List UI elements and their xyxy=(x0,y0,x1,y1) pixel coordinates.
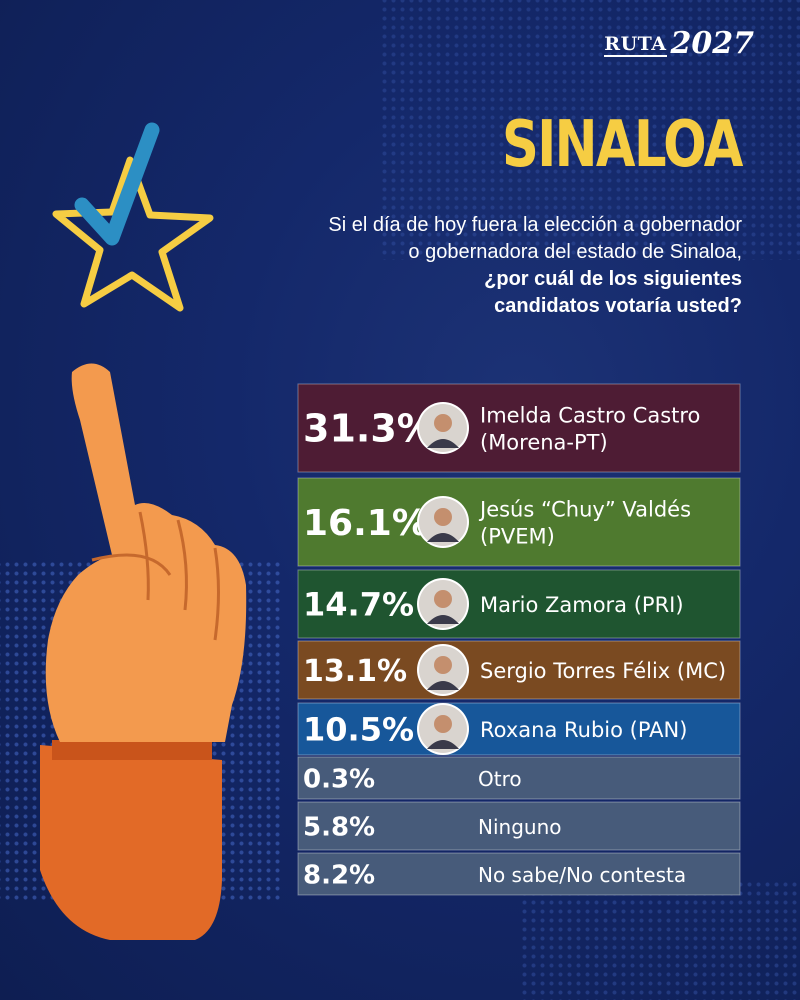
result-row: 0.3% Otro xyxy=(297,756,741,800)
logo-year: 2027 xyxy=(670,26,755,61)
candidate-label: (PVEM) xyxy=(480,525,555,549)
star-check-icon xyxy=(52,122,214,312)
avatar-shoulders xyxy=(427,615,459,624)
result-row: 14.7% Mario Zamora (PRI) xyxy=(297,569,741,639)
candidate-label: Mario Zamora (PRI) xyxy=(480,593,684,617)
ruta-2027-logo: RUTA 2027 xyxy=(604,26,755,61)
candidate-label: Sergio Torres Félix (MC) xyxy=(480,659,726,683)
percent-label: 10.5% xyxy=(303,711,414,749)
candidate-label: Imelda Castro Castro xyxy=(480,404,700,428)
candidate-label: No sabe/No contesta xyxy=(478,863,686,887)
candidate-label: (Morena-PT) xyxy=(480,431,608,455)
percent-label: 16.1% xyxy=(303,503,428,544)
percent-label: 31.3% xyxy=(303,407,435,451)
percent-label: 8.2% xyxy=(303,860,375,890)
avatar-shoulders xyxy=(427,533,459,542)
percent-label: 14.7% xyxy=(303,586,414,624)
result-row: 31.3% Imelda Castro Castro (Morena-PT) xyxy=(297,383,741,473)
row-background xyxy=(297,702,741,756)
candidate-label: Roxana Rubio (PAN) xyxy=(480,718,687,742)
candidate-label: Otro xyxy=(478,767,522,791)
candidate-label: Ninguno xyxy=(478,815,561,839)
question-line-1: Si el día de hoy fuera la elección a gob… xyxy=(328,214,742,236)
survey-question: Si el día de hoy fuera la elección a gob… xyxy=(222,212,742,320)
avatar-shoulders xyxy=(427,740,459,749)
percent-label: 13.1% xyxy=(303,654,407,689)
avatar-head xyxy=(434,508,452,526)
result-row: 13.1% Sergio Torres Félix (MC) xyxy=(297,640,741,700)
row-background xyxy=(297,756,741,800)
question-line-3: ¿por cuál de los siguientes xyxy=(484,268,742,290)
logo-word: RUTA xyxy=(604,33,667,57)
pointing-hand-icon xyxy=(40,363,247,940)
avatar-head xyxy=(434,590,452,608)
row-background xyxy=(297,852,741,896)
avatar-head xyxy=(434,656,452,674)
percent-label: 0.3% xyxy=(303,764,375,794)
percent-label: 5.8% xyxy=(303,812,375,842)
avatar-head xyxy=(434,715,452,733)
row-background xyxy=(297,477,741,567)
avatar-shoulders xyxy=(427,439,459,448)
row-background xyxy=(297,801,741,851)
candidate-label: Jesús “Chuy” Valdés xyxy=(478,498,691,522)
result-row: 5.8% Ninguno xyxy=(297,801,741,851)
avatar-shoulders xyxy=(427,681,459,690)
avatar-head xyxy=(434,414,452,432)
halftone-pattern-top xyxy=(380,0,800,260)
question-line-2: o gobernadora del estado de Sinaloa, xyxy=(408,241,742,263)
result-row: 10.5% Roxana Rubio (PAN) xyxy=(297,702,741,756)
result-row: 16.1% Jesús “Chuy” Valdés (PVEM) xyxy=(297,477,741,567)
row-background xyxy=(297,569,741,639)
row-background xyxy=(297,640,741,700)
result-row: 8.2% No sabe/No contesta xyxy=(297,852,741,896)
halftone-pattern-bottom xyxy=(520,880,800,1000)
page-title: SINALOA xyxy=(502,108,743,182)
question-line-4: candidatos votaría usted? xyxy=(494,295,742,317)
row-background xyxy=(297,383,741,473)
